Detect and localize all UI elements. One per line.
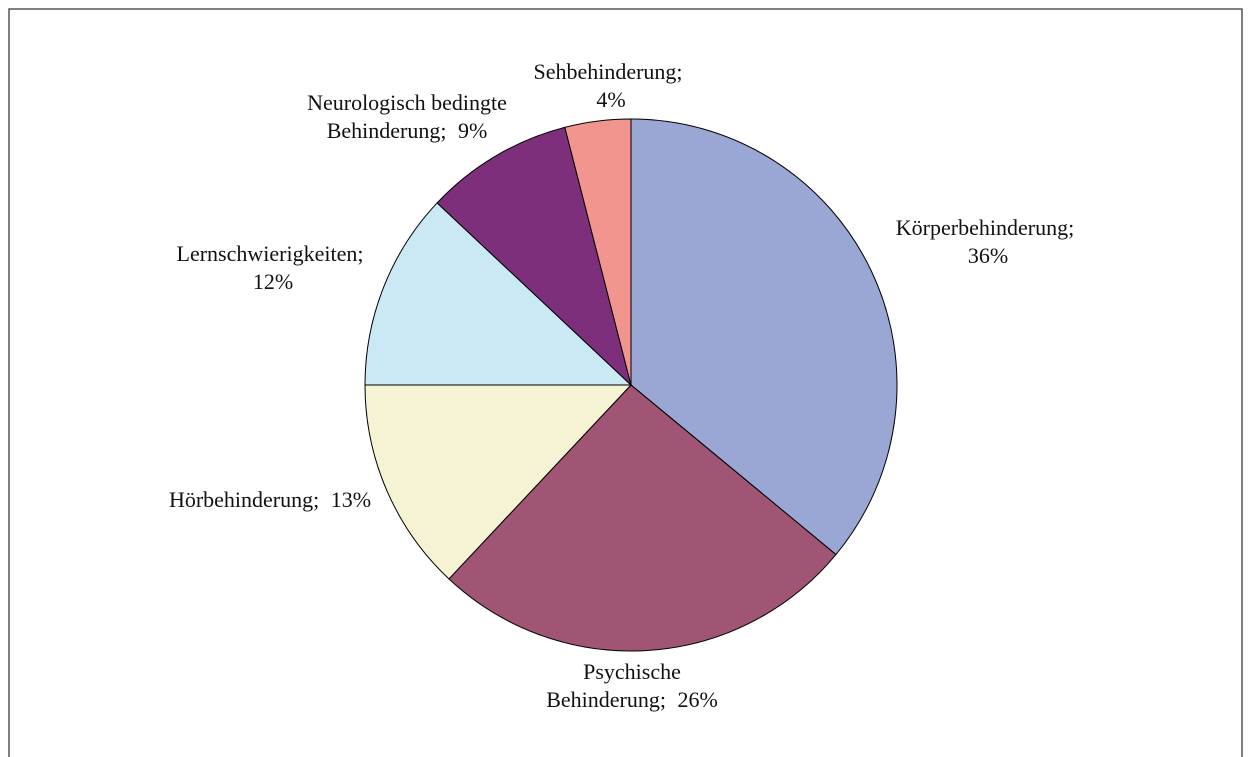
value-label: 4%: [596, 87, 626, 112]
frame: [8, 8, 1243, 757]
slice-label: Psychische Behinderung; 26%: [525, 658, 740, 714]
pie-slice: [364, 384, 633, 580]
category-label: Sehbehinderung;: [533, 59, 683, 84]
slice-label: Neurologisch bedingte Behinderung; 9%: [282, 89, 532, 145]
pie-slice: [448, 384, 837, 652]
slice-label: Lernschwierigkeiten; 12%: [155, 240, 385, 296]
value-label: 9%: [457, 118, 488, 143]
pie-slice: [436, 126, 632, 387]
value-label: 12%: [252, 269, 294, 294]
category-label: Neurologisch bedingte Behinderung;: [307, 90, 507, 143]
category-label: Körperbehinderung;: [895, 215, 1075, 240]
slice-label: Hörbehinderung; 13%: [110, 486, 430, 514]
category-label: Hörbehinderung;: [168, 487, 320, 512]
pie-slice: [564, 118, 632, 386]
category-label: Lernschwierigkeiten;: [176, 241, 364, 266]
value-label: 26%: [677, 687, 718, 712]
value-label: 36%: [967, 243, 1009, 268]
value-label: 13%: [330, 487, 372, 512]
pie-slice: [364, 202, 633, 386]
slice-label: Sehbehinderung; 4%: [528, 58, 688, 114]
pie-slice: [630, 118, 898, 556]
slice-label: Körperbehinderung; 36%: [870, 214, 1100, 270]
category-label: Psychische Behinderung;: [546, 659, 681, 712]
